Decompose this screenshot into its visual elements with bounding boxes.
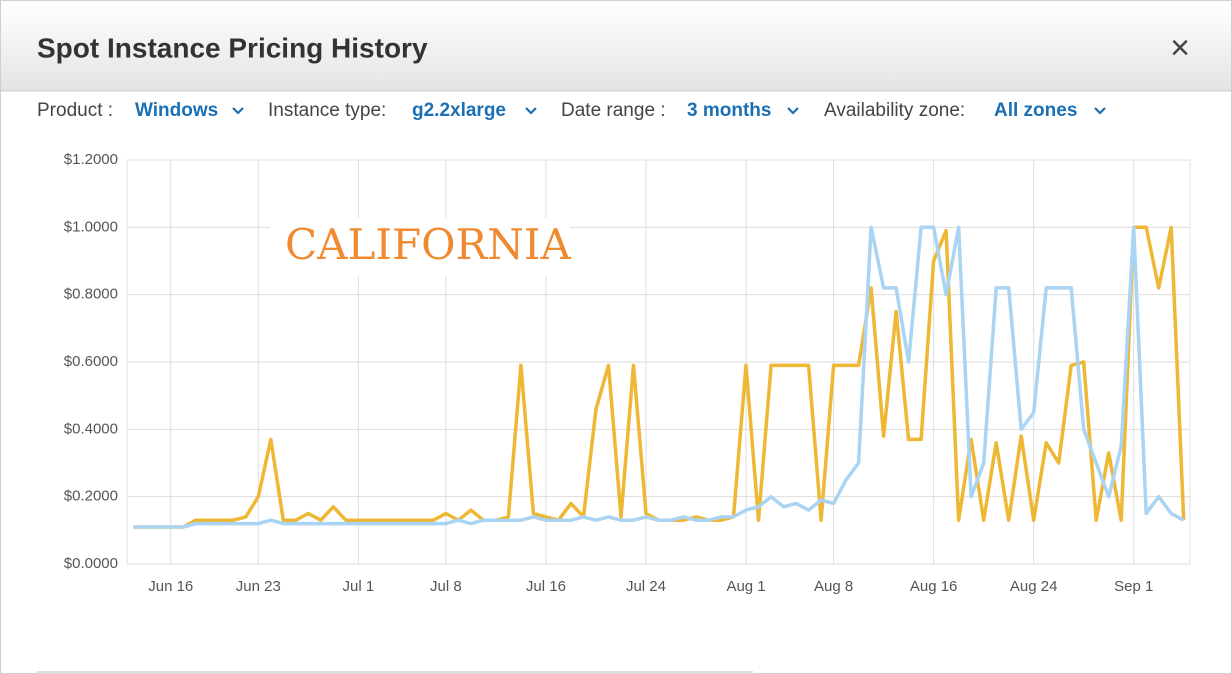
y-tick-label: $1.2000	[64, 151, 118, 168]
filter-bar: Product : Windows Instance type: g2.2xlarge…	[37, 100, 1106, 121]
x-tick-label: Aug 8	[814, 578, 853, 595]
x-tick-label: Aug 16	[910, 578, 958, 595]
filter-dropdown[interactable]: Windows	[135, 100, 218, 121]
annotation: CALIFORNIA	[285, 220, 571, 269]
header-bar	[1, 1, 1231, 91]
x-tick-label: Jul 8	[430, 578, 462, 595]
x-tick-label: Sep 1	[1114, 578, 1153, 595]
y-tick-label: $0.4000	[64, 420, 118, 437]
dialog-title: Spot Instance Pricing History	[37, 32, 428, 63]
annotation-background	[270, 218, 570, 276]
chevron-icon[interactable]	[232, 107, 244, 115]
x-tick-label: Aug 1	[726, 578, 765, 595]
filter-label: Product :	[37, 100, 113, 121]
y-tick-label: $0.2000	[64, 488, 118, 505]
filter-label: Availability zone:	[824, 100, 965, 121]
x-tick-label: Jul 24	[626, 578, 666, 595]
filter-dropdown[interactable]: 3 months	[687, 100, 771, 121]
filter-label: Instance type:	[268, 100, 386, 121]
chart: $0.0000 $0.2000 $0.4000 $0.6000 $0.8000 $1.00…	[64, 151, 1191, 595]
filter-dropdown[interactable]: All zones	[994, 100, 1077, 121]
chevron-icon[interactable]	[525, 107, 537, 115]
chevron-icon[interactable]	[787, 107, 799, 115]
close-button[interactable]: ×	[1170, 29, 1190, 67]
x-tick-label: Jun 23	[236, 578, 281, 595]
y-tick-label: $0.0000	[64, 555, 118, 572]
y-tick-label: $0.6000	[64, 353, 118, 370]
filter-label: Date range :	[561, 100, 666, 121]
y-tick-label: $1.0000	[64, 218, 118, 235]
y-tick-label: $0.8000	[64, 286, 118, 303]
scroll-bar	[37, 671, 753, 674]
price-line	[133, 225, 1185, 529]
x-tick-label: Jun 16	[148, 578, 193, 595]
x-tick-label: Aug 24	[1010, 578, 1058, 595]
chevron-icon[interactable]	[1094, 107, 1106, 115]
x-tick-label: Jul 1	[343, 578, 375, 595]
x-tick-label: Jul 16	[526, 578, 566, 595]
filter-dropdown[interactable]: g2.2xlarge	[412, 100, 506, 121]
